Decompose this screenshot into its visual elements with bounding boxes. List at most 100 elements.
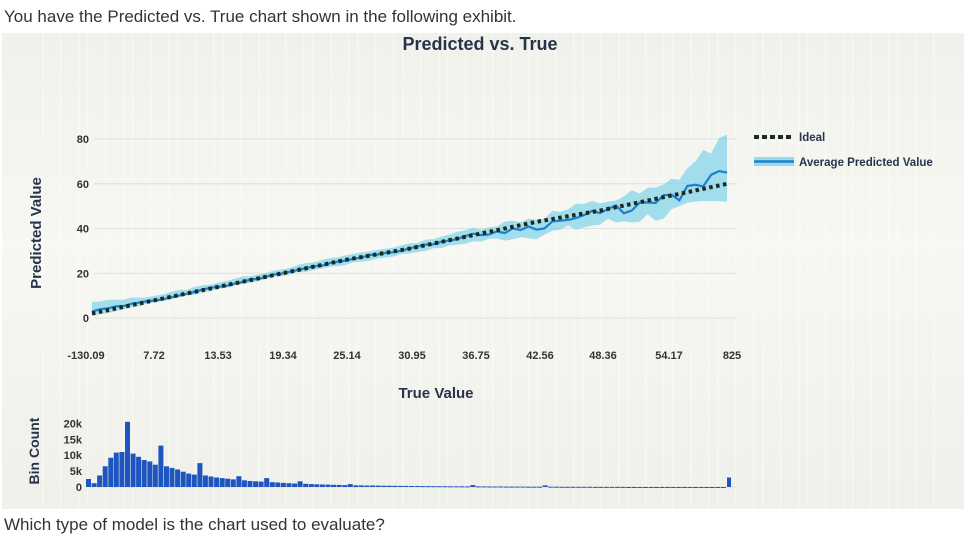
histogram-bar [487, 486, 492, 488]
histogram-bar [693, 487, 698, 488]
histogram-bar [130, 453, 136, 487]
histogram-y-ticks: 20k 15k 10k 5k 0 [64, 418, 83, 494]
histogram-bar [347, 484, 353, 487]
histogram-bar [676, 487, 682, 488]
histogram-bar [119, 452, 125, 487]
texture-stripe [798, 33, 800, 509]
texture-stripe [42, 33, 44, 509]
histogram-bar [247, 481, 253, 487]
texture-stripe [357, 33, 359, 509]
histogram-bar [464, 486, 470, 488]
histogram-bar [180, 471, 186, 487]
histogram-bar [576, 486, 582, 488]
histogram-bar [665, 487, 671, 488]
histogram-bar [308, 484, 314, 487]
histogram-bar [358, 485, 364, 487]
x-tick-label: 7.72 [143, 350, 164, 362]
texture-stripe [420, 33, 422, 509]
texture-stripe [375, 33, 377, 509]
texture-stripe [168, 33, 170, 509]
texture-stripe [537, 33, 539, 509]
texture-stripe [438, 33, 440, 509]
histogram-bar [659, 487, 665, 488]
histogram-bar [164, 466, 169, 487]
histogram-bar [152, 464, 158, 487]
texture-stripe [663, 33, 665, 509]
histogram-bar [559, 486, 565, 488]
histogram-bar [108, 457, 114, 487]
texture-stripe [618, 33, 620, 509]
y-axis-ticks: 0 20 40 60 80 [77, 134, 89, 325]
histogram-bar [219, 478, 225, 487]
histogram-bar [342, 485, 348, 487]
histogram-bar [631, 487, 637, 488]
main-chart-grid [94, 138, 737, 319]
histogram-bar [509, 486, 515, 488]
y-tick-label: 20 [77, 268, 89, 280]
histogram-bar [436, 486, 442, 488]
texture-stripe [717, 33, 719, 509]
histogram-bar [364, 485, 370, 487]
histogram-bar [592, 486, 598, 488]
histogram-bar [375, 485, 381, 487]
histogram-bar [475, 486, 481, 488]
texture-stripe [60, 33, 62, 509]
histogram-bar [113, 452, 119, 487]
histogram-bar [525, 486, 531, 488]
y-tick-label: 40 [77, 224, 89, 236]
x-tick-label: 48.36 [589, 350, 617, 362]
x-tick-label: 25.14 [333, 350, 361, 362]
y-tick-label: 80 [77, 134, 89, 146]
x-tick-label: 36.75 [462, 350, 490, 362]
texture-stripe [870, 33, 872, 509]
texture-stripe [780, 33, 782, 509]
histogram-bar [147, 461, 153, 487]
histogram-bar [609, 486, 615, 488]
histogram-bar [325, 484, 331, 487]
histogram-bar [392, 485, 398, 487]
texture-stripe [465, 33, 467, 509]
histogram-bar [626, 487, 632, 488]
texture-stripe [645, 33, 647, 509]
histogram-bar [102, 466, 108, 487]
texture-stripe [897, 33, 899, 509]
histogram-bar [386, 485, 392, 487]
texture-stripe [177, 33, 179, 509]
histogram-bar [537, 486, 543, 488]
histogram-bar [531, 486, 537, 488]
average-predicted-confidence-band [92, 134, 727, 316]
legend-average-label: Average Predicted Value [799, 157, 933, 169]
histogram-bar [269, 482, 275, 487]
histogram-bar [564, 486, 570, 488]
histogram-bar [314, 484, 320, 487]
histogram-bar [136, 456, 142, 487]
x-tick-label: -130.09 [67, 350, 104, 362]
y-tick-label: 60 [77, 179, 89, 191]
histogram-bar [280, 482, 286, 487]
histogram-bar [225, 478, 231, 487]
texture-stripe [528, 33, 530, 509]
x-axis-ticks: -130.09 7.72 13.53 19.34 25.14 30.95 36.75 42.5… [67, 350, 741, 362]
histogram-bar [319, 484, 325, 487]
histogram-bar [459, 486, 465, 488]
histogram-bar [642, 487, 648, 488]
x-tick-label: 825 [723, 350, 741, 362]
histogram-y-tick-label: 20k [64, 418, 83, 430]
histogram-bar [492, 486, 498, 488]
texture-stripe [933, 33, 935, 509]
histogram-bar [498, 486, 504, 488]
histogram-bar [214, 477, 220, 487]
histogram-bar [448, 486, 453, 488]
histogram-y-tick-label: 0 [76, 482, 82, 494]
x-tick-label: 30.95 [398, 350, 426, 362]
histogram-bar [91, 483, 97, 487]
histogram-bar [286, 483, 292, 487]
histogram-bar [303, 483, 309, 487]
texture-stripe [132, 33, 134, 509]
histogram-bar [598, 486, 604, 488]
texture-stripe [87, 33, 89, 509]
histogram-bar [470, 485, 476, 487]
chart-legend: Ideal Average Predicted Value [754, 132, 933, 169]
texture-stripe [852, 33, 854, 509]
x-tick-label: 54.17 [655, 350, 683, 362]
